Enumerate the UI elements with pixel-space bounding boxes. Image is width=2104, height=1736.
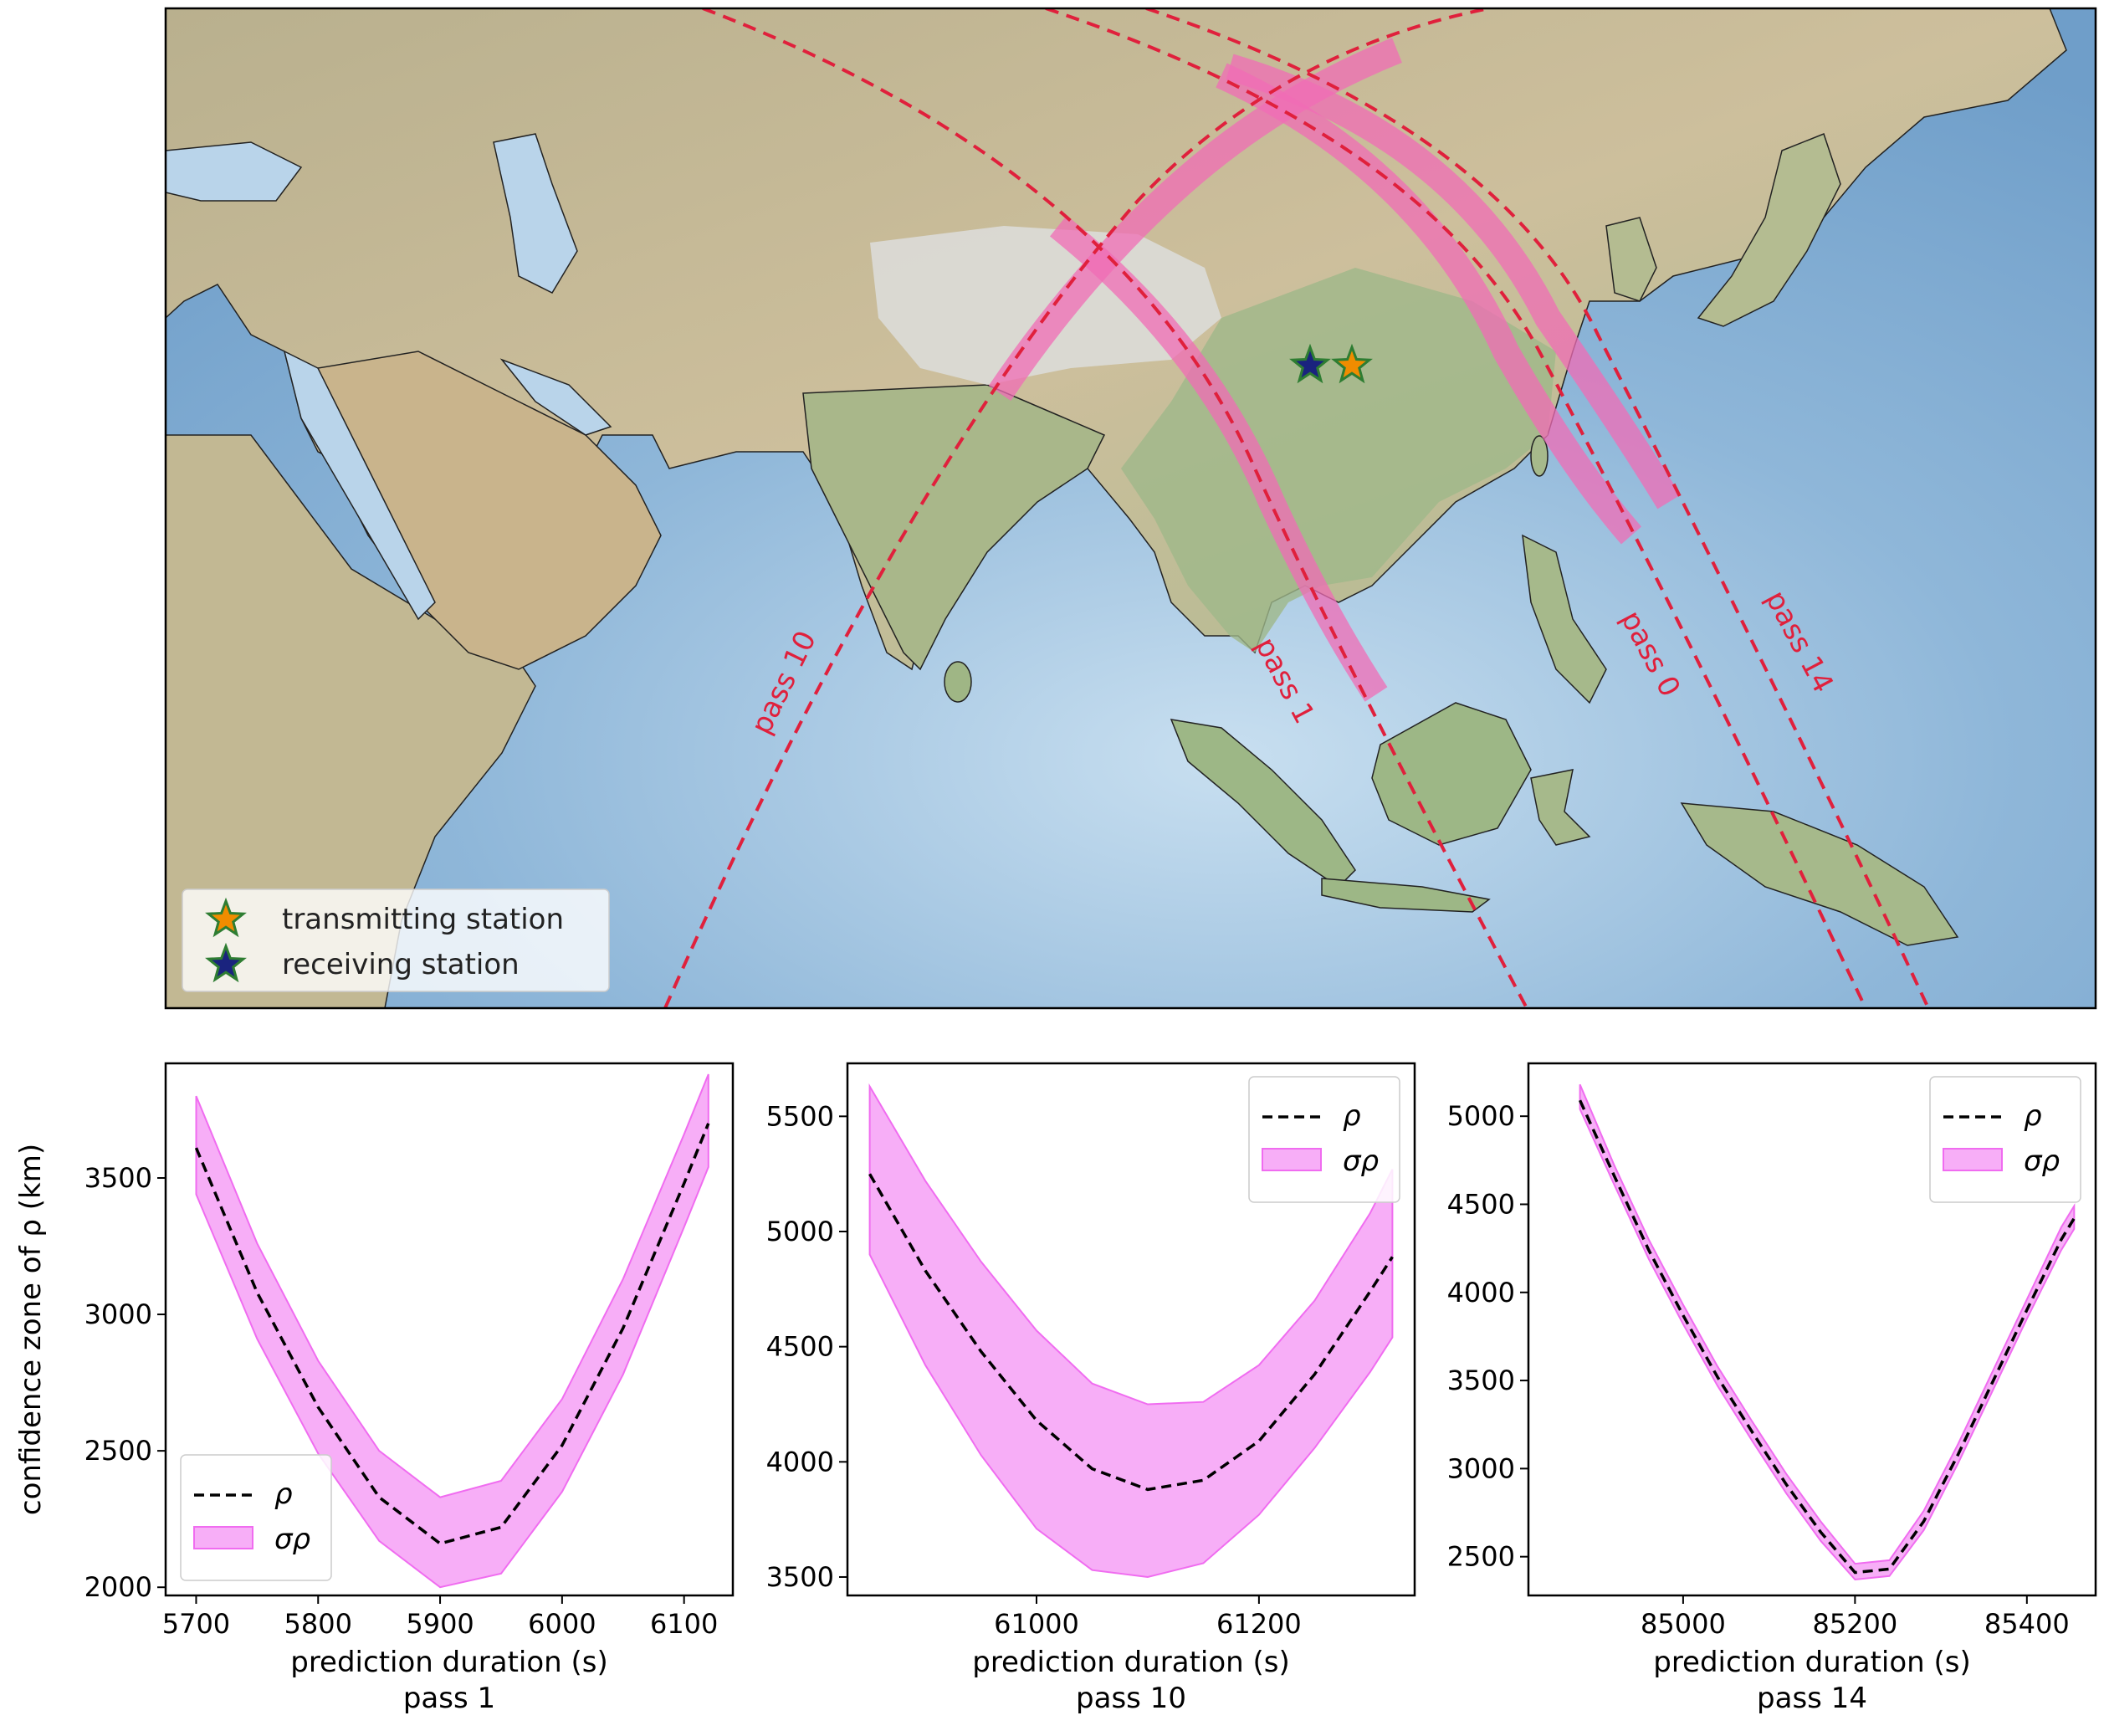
x-tick-label: 61000 bbox=[994, 1608, 1079, 1640]
landmass-philippines bbox=[1522, 534, 1607, 704]
legend-rho-label: ρ bbox=[274, 1477, 293, 1511]
axes-frame bbox=[164, 1062, 735, 1597]
map-legend: transmitting station receiving station bbox=[182, 888, 610, 992]
legend-transmitting-label: transmitting station bbox=[282, 903, 564, 936]
y-tick-label: 3000 bbox=[84, 1298, 152, 1330]
y-tick-label: 5000 bbox=[766, 1216, 834, 1247]
confidence-band bbox=[1579, 1083, 2076, 1581]
y-tick-label: 4500 bbox=[766, 1331, 834, 1363]
x-tick-label: 85000 bbox=[1641, 1608, 1726, 1640]
y-tick-label: 2500 bbox=[84, 1435, 152, 1467]
landmass-java bbox=[1321, 878, 1491, 913]
black-sea bbox=[166, 141, 303, 202]
landmass-india bbox=[802, 384, 1106, 671]
map-frame bbox=[164, 7, 2097, 1010]
rho-line bbox=[868, 1173, 1394, 1492]
x-tick-label: 6000 bbox=[528, 1608, 596, 1640]
legend-sigma-swatch bbox=[1943, 1148, 2003, 1171]
y-tick-label: 3500 bbox=[766, 1561, 834, 1593]
confidence-band bbox=[868, 1083, 1394, 1579]
legend-receiving-label: receiving station bbox=[282, 948, 520, 981]
legend-rho-label: ρ bbox=[1343, 1099, 1361, 1133]
x-tick-label: 61200 bbox=[1216, 1608, 1302, 1640]
legend-transmitting-star bbox=[205, 897, 247, 938]
map-panel: pass 10 pass 1 pass 0 pass 14 transmitti… bbox=[166, 8, 2096, 1008]
red-sea bbox=[283, 350, 436, 621]
landmass-sri-lanka bbox=[944, 661, 972, 703]
ground-tracks bbox=[663, 8, 1930, 1008]
y-tick-label: 2500 bbox=[1447, 1541, 1515, 1573]
y-tick-label: 4000 bbox=[1447, 1277, 1515, 1308]
landmass-africa bbox=[166, 434, 536, 1008]
chart-panel-2: 61000 61200 3500 4000 4500 5000 5500 prediction… bbox=[766, 1062, 1416, 1715]
x-axis-label: prediction duration (s) bbox=[972, 1646, 1290, 1679]
legend-sigma-label: σρ bbox=[274, 1523, 311, 1556]
y-tick-label: 4000 bbox=[766, 1446, 834, 1477]
chart-legend: ρ σρ bbox=[1929, 1076, 2081, 1203]
legend-sigma-label: σρ bbox=[2024, 1145, 2060, 1178]
y-tick-label: 3500 bbox=[1447, 1365, 1515, 1396]
x-tick-label: 5700 bbox=[162, 1608, 230, 1640]
track-pass-0 bbox=[1045, 8, 1867, 1008]
band-pass-10 bbox=[988, 38, 1402, 401]
legend-receiving-star bbox=[205, 942, 247, 983]
panel-title: pass 10 bbox=[1076, 1682, 1186, 1715]
plateau-tibet bbox=[870, 226, 1221, 385]
axes-frame bbox=[1527, 1062, 2097, 1597]
chart-legend: ρ σρ bbox=[180, 1454, 332, 1581]
persian-gulf bbox=[499, 358, 612, 436]
landmass-japan bbox=[1697, 133, 1841, 327]
y-tick-label: 2000 bbox=[84, 1571, 152, 1603]
y-tick-label: 3000 bbox=[1447, 1452, 1515, 1484]
track-pass-10 bbox=[663, 8, 1490, 1008]
transmitting-station-star bbox=[1331, 343, 1373, 384]
region-east-asia bbox=[1121, 268, 1556, 653]
y-tick-label: 3500 bbox=[84, 1162, 152, 1194]
legend-rho-label: ρ bbox=[2024, 1099, 2042, 1133]
x-tick-label: 85200 bbox=[1812, 1608, 1897, 1640]
landmass-korea bbox=[1605, 217, 1657, 302]
y-axis-label: confidence zone of ρ (km) bbox=[14, 1144, 48, 1515]
legend-sigma-swatch bbox=[1262, 1148, 1322, 1171]
x-tick-label: 85400 bbox=[1984, 1608, 2070, 1640]
x-axis-label: prediction duration (s) bbox=[290, 1646, 608, 1679]
x-tick-label: 5900 bbox=[406, 1608, 474, 1640]
caspian-sea bbox=[493, 133, 578, 294]
panel-title: pass 1 bbox=[403, 1682, 495, 1715]
y-tick-label: 5500 bbox=[766, 1100, 834, 1132]
y-tick-label: 5000 bbox=[1447, 1100, 1515, 1132]
receiving-station-star bbox=[1289, 343, 1331, 384]
landmass-borneo bbox=[1371, 702, 1532, 846]
x-axis-label: prediction duration (s) bbox=[1653, 1646, 1971, 1679]
axes-frame bbox=[846, 1062, 1416, 1597]
landmass-sulawesi bbox=[1530, 769, 1591, 846]
track-pass-14 bbox=[1145, 8, 1930, 1008]
panel-title: pass 14 bbox=[1757, 1682, 1867, 1715]
track-pass-1 bbox=[702, 8, 1528, 1008]
chart-legend: ρ σρ bbox=[1248, 1076, 1400, 1203]
landmass-new-guinea bbox=[1680, 802, 1959, 946]
chart-panels: 5700 5800 5900 6000 6100 2000 2500 3000 3500 pred… bbox=[14, 1062, 2097, 1715]
chart-panel-1: 5700 5800 5900 6000 6100 2000 2500 3000 3500 pred… bbox=[14, 1062, 735, 1715]
y-tick-label: 4500 bbox=[1447, 1188, 1515, 1220]
band-pass-14 bbox=[1226, 54, 1681, 510]
landmass-taiwan bbox=[1530, 435, 1549, 477]
band-pass-1 bbox=[1050, 215, 1388, 702]
landmass-sumatra bbox=[1170, 719, 1356, 888]
legend-sigma-label: σρ bbox=[1343, 1145, 1380, 1178]
chart-panel-3: 85000 85200 85400 2500 3000 3500 4000 4500 5000 p… bbox=[1447, 1062, 2097, 1715]
legend-sigma-swatch bbox=[193, 1526, 253, 1549]
rho-line bbox=[194, 1123, 710, 1545]
x-tick-label: 5800 bbox=[284, 1608, 352, 1640]
x-tick-label: 6100 bbox=[650, 1608, 718, 1640]
